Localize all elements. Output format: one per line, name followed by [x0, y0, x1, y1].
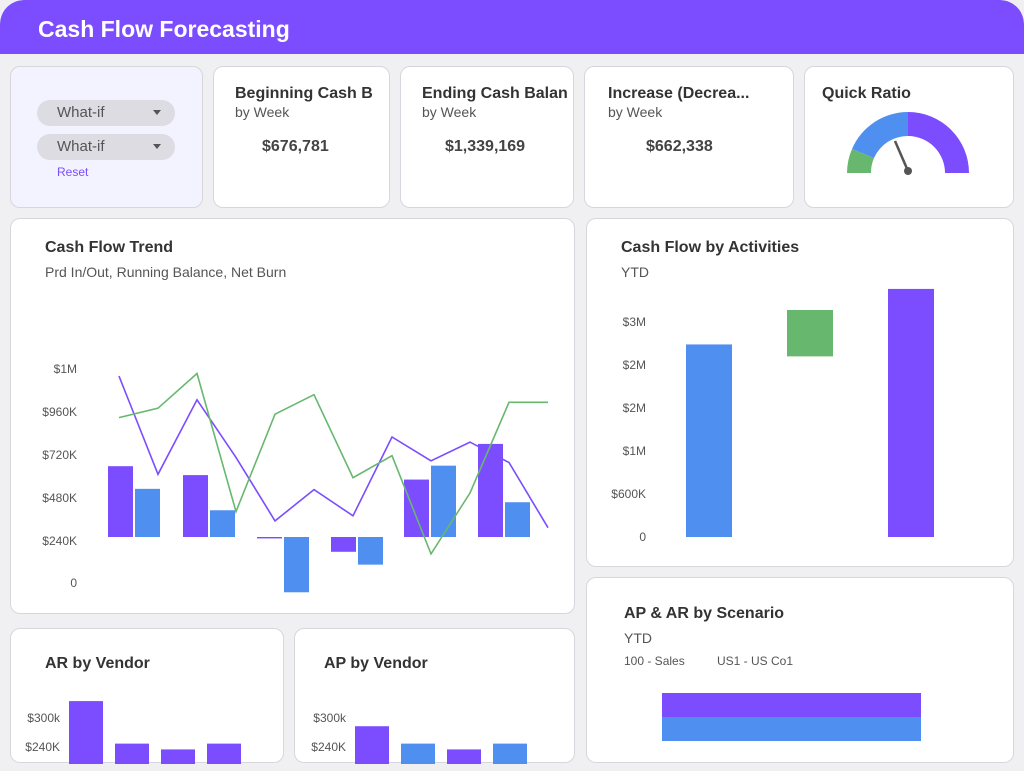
trend-ytick-label: $480K	[42, 491, 77, 505]
kpi-card-beginning-cash: Beginning Cash B by Week $676,781	[213, 66, 390, 208]
cash-flow-trend-chart: $1M $960K $720K $480K $240K 0	[42, 362, 549, 593]
vendor-bar	[355, 726, 389, 764]
vendor-bar	[69, 701, 103, 764]
trend-subtitle: Prd In/Out, Running Balance, Net Burn	[45, 264, 287, 280]
kpi-subtitle: by Week	[235, 104, 290, 120]
activities-bar	[888, 288, 934, 537]
trend-title: Cash Flow Trend	[45, 239, 174, 256]
cash-flow-trend-card: Cash Flow Trend Prd In/Out, Running Bala…	[10, 218, 575, 614]
trend-bar-out	[358, 537, 383, 565]
ap-vendor-chart: $300k $240K	[311, 711, 527, 764]
activities-ytick-label: $2M	[623, 358, 646, 372]
gauge-pivot	[904, 167, 912, 175]
activities-bar	[787, 310, 833, 357]
vendor-bar	[207, 743, 241, 764]
trend-bar-in	[257, 537, 282, 539]
kpi-card-ending-cash: Ending Cash Balan by Week $1,339,169	[400, 66, 574, 208]
activities-subtitle: YTD	[621, 264, 649, 280]
filter-card: What-if What-if Reset	[10, 66, 203, 208]
scenario-legend-sales: 100 - Sales	[624, 654, 685, 668]
vendor-ytick-label: $300k	[27, 711, 61, 725]
kpi-value: $662,338	[646, 138, 713, 155]
activities-ytick-label: 0	[639, 530, 646, 544]
whatif-dropdown-2-label: What-if	[57, 138, 105, 155]
vendor-ytick-label: $240K	[311, 740, 346, 754]
trend-line-net-burn	[118, 372, 548, 556]
vendor-bar	[447, 749, 481, 764]
vendor-bar	[493, 743, 527, 764]
kpi-subtitle: by Week	[422, 104, 477, 120]
scenario-subtitle: YTD	[624, 630, 652, 646]
page-title: Cash Flow Forecasting	[38, 16, 290, 42]
gauge-segment-low	[847, 149, 874, 173]
trend-bar-out	[135, 488, 160, 537]
trend-bar-in	[108, 466, 133, 537]
trend-bar-in	[183, 475, 208, 537]
vendor-ytick-label: $300k	[313, 711, 347, 725]
ap-vendor-title: AP by Vendor	[324, 655, 428, 672]
kpi-title: Increase (Decrea...	[608, 85, 750, 102]
scenario-legend-us1: US1 - US Co1	[717, 654, 794, 668]
quick-ratio-card: Quick Ratio	[804, 66, 1014, 208]
whatif-dropdown-2[interactable]: What-if	[37, 134, 175, 160]
trend-ytick-label: $1M	[54, 362, 77, 376]
gauge-needle	[893, 140, 910, 172]
vendor-bar	[401, 743, 435, 764]
trend-line-running-balance	[118, 375, 549, 529]
scenario-chart	[662, 693, 921, 741]
scenario-card: AP & AR by Scenario YTD 100 - Sales US1 …	[586, 577, 1014, 763]
reset-link[interactable]: Reset	[57, 165, 89, 179]
kpi-value: $1,339,169	[445, 138, 526, 155]
gauge-segment-mid	[852, 112, 908, 158]
kpi-card-increase: Increase (Decrea... by Week $662,338	[584, 66, 794, 208]
activities-title: Cash Flow by Activities	[621, 239, 800, 256]
header-bar: Cash Flow Forecasting	[0, 0, 1024, 54]
trend-ytick-label: $720K	[42, 448, 77, 462]
scenario-bar-sales	[662, 693, 921, 717]
vendor-ytick-label: $240K	[25, 740, 60, 754]
activities-ytick-label: $1M	[623, 444, 646, 458]
quick-ratio-gauge	[847, 112, 969, 175]
trend-bar-out	[431, 465, 456, 537]
trend-bar-in	[478, 443, 503, 537]
trend-bar-in	[331, 537, 356, 552]
chevron-down-icon	[153, 110, 161, 115]
chevron-down-icon	[153, 144, 161, 149]
vendor-bar	[115, 743, 149, 764]
whatif-dropdown-1-label: What-if	[57, 104, 105, 121]
trend-bar-in	[404, 479, 429, 537]
kpi-subtitle: by Week	[608, 104, 663, 120]
scenario-title: AP & AR by Scenario	[624, 605, 785, 622]
cash-flow-activities-chart: $3M $2M $2M $1M $600K 0	[611, 288, 934, 544]
ar-vendor-chart: $300k $240K	[25, 701, 241, 764]
trend-ytick-label: $240K	[42, 534, 77, 548]
vendor-bar	[161, 749, 195, 764]
ap-vendor-card: AP by Vendor $300k $240K	[294, 628, 575, 764]
scenario-bar-us1	[662, 717, 921, 741]
activities-ytick-label: $600K	[611, 487, 646, 501]
trend-bar-out	[210, 510, 235, 537]
trend-ytick-label: $960K	[42, 405, 77, 419]
activities-ytick-label: $3M	[623, 315, 646, 329]
ar-vendor-card: AR by Vendor $300k $240K	[10, 628, 284, 764]
kpi-title: Ending Cash Balan	[422, 85, 568, 102]
trend-ytick-label: 0	[70, 576, 77, 590]
kpi-title: Beginning Cash B	[235, 85, 373, 102]
trend-bar-out	[284, 537, 309, 593]
ar-vendor-title: AR by Vendor	[45, 655, 150, 672]
cash-flow-activities-card: Cash Flow by Activities YTD $3M $2M $2M $1M…	[586, 218, 1014, 567]
gauge-segment-high	[908, 112, 969, 173]
trend-bar-out	[505, 502, 530, 537]
whatif-dropdown-1[interactable]: What-if	[37, 100, 175, 126]
activities-bar	[686, 344, 732, 537]
quick-ratio-title: Quick Ratio	[822, 85, 911, 102]
kpi-value: $676,781	[262, 138, 329, 155]
activities-ytick-label: $2M	[623, 401, 646, 415]
